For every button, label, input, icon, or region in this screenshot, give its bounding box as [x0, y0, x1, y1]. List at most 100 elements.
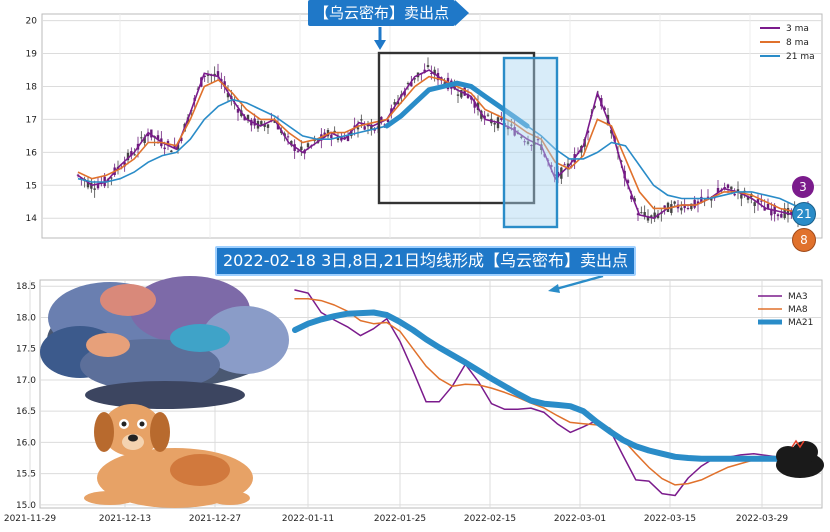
candle-body	[523, 141, 526, 143]
series-line-MA8	[294, 297, 781, 486]
candle-body	[330, 134, 333, 139]
candle-body	[730, 186, 733, 190]
bottom-x-tick-label: 2021-12-13	[99, 514, 151, 524]
candle-body	[290, 140, 293, 146]
candle-body	[216, 71, 220, 77]
bottom-x-tick-label: 2022-02-15	[464, 514, 516, 524]
top-y-tick-label: 17	[26, 115, 37, 125]
candle-body	[550, 165, 553, 167]
banner-arrow-head	[374, 40, 386, 50]
candle-body	[460, 89, 463, 98]
candle-body	[530, 145, 533, 147]
candle-body	[206, 74, 210, 76]
candle-body	[790, 210, 793, 214]
bottom-x-tick-label: 2022-03-15	[644, 514, 696, 524]
candle-body	[770, 208, 773, 216]
candle-body	[470, 97, 473, 100]
candle-body	[510, 124, 513, 126]
candle-body	[593, 105, 596, 108]
bottom-x-tick-label: 2022-03-29	[736, 514, 789, 524]
candle-body	[643, 212, 646, 217]
candle-body	[456, 94, 460, 96]
bottom-y-tick-label: 16.0	[16, 438, 36, 448]
bottom-chart-ticks: 15.0 15.5 16.0 16.5 17.0 17.5 18.0 18.5 2021-11-…	[4, 282, 789, 524]
bottom-legend-label: MA3	[788, 292, 808, 302]
candle-body	[96, 184, 100, 189]
top-legend-label: 3 ma	[786, 24, 809, 34]
candle-body	[360, 119, 363, 121]
candle-body	[176, 144, 180, 150]
bottom-y-tick-label: 15.0	[16, 501, 36, 511]
bottom-legend-label: MA21	[788, 318, 813, 328]
candle-body	[753, 202, 756, 207]
bottom-y-tick-label: 18.0	[16, 313, 36, 323]
candle-body	[343, 137, 346, 139]
candle-body	[586, 130, 590, 133]
candle-body	[673, 201, 676, 204]
candle-body	[370, 124, 373, 130]
candle-body	[340, 137, 343, 141]
sell-point-box	[502, 56, 559, 229]
bottom-y-tick-label: 17.0	[16, 376, 36, 386]
top-annotations	[374, 27, 559, 229]
mid-sell-point-banner: 2022-02-18 3日,8日,21日均线形成【乌云密布】卖出点	[215, 246, 636, 276]
bottom-y-tick-label: 16.5	[16, 407, 36, 417]
top-legend-label: 21 ma	[786, 52, 815, 62]
bottom-x-tick-label: 2022-03-01	[554, 514, 606, 524]
candle-body	[213, 73, 216, 76]
top-legend-label: 8 ma	[786, 38, 809, 48]
candle-body	[746, 197, 750, 200]
bottom-x-tick-label: 2022-01-25	[374, 514, 426, 524]
candle-body	[180, 137, 183, 142]
candle-body	[773, 205, 776, 215]
candle-body	[313, 140, 316, 142]
candle-body	[526, 141, 530, 145]
candle-body	[763, 207, 766, 211]
candle-body	[486, 114, 490, 116]
bottom-y-tick-label: 18.5	[16, 282, 36, 292]
candle-body	[433, 69, 436, 76]
mid-banner-arrow-head	[548, 284, 560, 293]
candle-body	[696, 201, 700, 205]
candle-body	[306, 143, 310, 148]
candle-body	[666, 202, 670, 212]
candle-body	[706, 196, 710, 198]
badge-ma3: 3	[792, 176, 814, 198]
series-line-8-ma	[77, 75, 808, 213]
mid-banner-arrow-line	[555, 274, 604, 291]
top-plot-area	[41, 13, 823, 239]
series-line-MA21	[292, 309, 783, 462]
candle-body	[380, 116, 383, 122]
candle-body	[133, 154, 136, 156]
candle-body	[633, 198, 636, 202]
candle-body	[786, 208, 790, 216]
candle-body	[563, 164, 566, 166]
candle-body	[430, 72, 433, 74]
candle-body	[760, 200, 763, 202]
storm-cloud-illustration	[40, 276, 289, 409]
candle-body	[170, 150, 173, 153]
candle-body	[630, 195, 633, 200]
top-y-tick-label: 18	[26, 82, 38, 92]
top-sell-point-banner: 【乌云密布】卖出点	[308, 0, 470, 26]
candle-body	[300, 146, 303, 151]
candle-body	[610, 129, 613, 134]
candle-body	[686, 207, 690, 209]
top-y-tick-label: 16	[26, 148, 38, 158]
candle-body	[163, 147, 166, 150]
dark-cloud-box	[377, 51, 536, 205]
candle-body	[350, 130, 353, 137]
candle-body	[236, 109, 240, 113]
candle-body	[146, 134, 150, 137]
candle-body	[683, 204, 686, 209]
candle-body	[223, 81, 226, 87]
candle-body	[653, 212, 656, 219]
candle-body	[166, 140, 170, 144]
candle-body	[636, 213, 640, 216]
candle-body	[286, 136, 290, 138]
candle-body	[246, 114, 250, 120]
bottom-legend-label: MA8	[788, 305, 808, 315]
top-chart-y-ticks: 14 15 16 17 18 19 20	[26, 17, 38, 225]
candle-body	[626, 180, 630, 184]
